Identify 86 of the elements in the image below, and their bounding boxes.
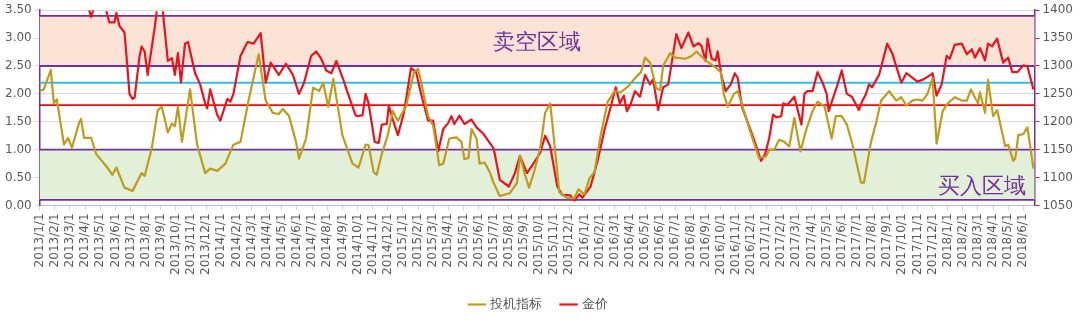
x-tick-label: 2018/3/1 bbox=[970, 213, 985, 268]
x-tick-label: 2015/1/1 bbox=[395, 213, 410, 268]
x-tick-label: 2016/9/1 bbox=[697, 213, 712, 268]
x-tick-label: 2018/6/1 bbox=[1015, 213, 1030, 268]
x-tick-label: 2017/2/1 bbox=[773, 213, 788, 268]
y2-tick-label: 1050 bbox=[1042, 197, 1074, 212]
x-tick-label: 2014/8/1 bbox=[319, 213, 334, 268]
x-tick-label: 2016/4/1 bbox=[622, 213, 637, 268]
x-tick-label: 2015/6/1 bbox=[470, 213, 485, 268]
x-tick-label: 2014/5/1 bbox=[273, 213, 288, 268]
x-tick-label: 2015/11/1 bbox=[546, 213, 561, 275]
x-tick-label: 2016/3/1 bbox=[606, 213, 621, 268]
x-tick-label: 2015/7/1 bbox=[485, 213, 500, 268]
x-tick-label: 2013/4/1 bbox=[77, 213, 92, 268]
y-tick-label: 3.50 bbox=[5, 2, 32, 17]
x-tick-label: 2013/5/1 bbox=[92, 213, 107, 268]
x-tick-label: 2017/7/1 bbox=[849, 213, 864, 268]
x-tick-label: 2017/6/1 bbox=[833, 213, 848, 268]
x-tick-label: 2016/6/1 bbox=[652, 213, 667, 268]
y2-tick-label: 1200 bbox=[1042, 113, 1074, 128]
y2-tick-label: 1400 bbox=[1042, 2, 1074, 17]
x-tick-label: 2013/10/1 bbox=[168, 213, 183, 275]
x-tick-label: 2016/10/1 bbox=[712, 213, 727, 275]
x-tick-label: 2015/9/1 bbox=[516, 213, 531, 268]
x-tick-label: 2015/5/1 bbox=[455, 213, 470, 268]
x-tick-label: 2013/2/1 bbox=[46, 213, 61, 268]
x-tick-label: 2016/5/1 bbox=[637, 213, 652, 268]
y-tick-label: 2.00 bbox=[5, 86, 32, 101]
x-tick-label: 2013/8/1 bbox=[137, 213, 152, 268]
x-tick-label: 2017/10/1 bbox=[894, 213, 909, 275]
x-tick-label: 2017/1/1 bbox=[758, 213, 773, 268]
x-tick-label: 2017/4/1 bbox=[803, 213, 818, 268]
x-tick-label: 2014/2/1 bbox=[228, 213, 243, 268]
y2-tick-label: 1250 bbox=[1042, 86, 1074, 101]
y-tick-label: 1.00 bbox=[5, 141, 32, 156]
x-tick-label: 2015/10/1 bbox=[531, 213, 546, 275]
x-tick-label: 2017/3/1 bbox=[788, 213, 803, 268]
x-tick-label: 2016/7/1 bbox=[667, 213, 682, 268]
x-tick-label: 2013/12/1 bbox=[198, 213, 213, 275]
x-tick-label: 2015/4/1 bbox=[440, 213, 455, 268]
x-tick-label: 2014/11/1 bbox=[364, 213, 379, 275]
x-tick-label: 2017/5/1 bbox=[818, 213, 833, 268]
x-tick-label: 2017/11/1 bbox=[909, 213, 924, 275]
legend-label: 金价 bbox=[581, 295, 608, 311]
y-tick-label: 0.00 bbox=[5, 197, 32, 212]
x-tick-label: 2016/8/1 bbox=[682, 213, 697, 268]
x-tick-label: 2014/6/1 bbox=[289, 213, 304, 268]
x-tick-label: 2014/1/1 bbox=[213, 213, 228, 268]
x-tick-label: 2014/10/1 bbox=[349, 213, 364, 275]
y2-tick-label: 1150 bbox=[1042, 141, 1074, 156]
x-tick-label: 2014/9/1 bbox=[334, 213, 349, 268]
y2-tick-label: 1100 bbox=[1042, 169, 1074, 184]
x-tick-label: 2013/6/1 bbox=[107, 213, 122, 268]
x-tick-label: 2014/12/1 bbox=[379, 213, 394, 275]
x-tick-label: 2014/7/1 bbox=[304, 213, 319, 268]
x-tick-label: 2015/2/1 bbox=[410, 213, 425, 268]
x-tick-label: 2015/8/1 bbox=[500, 213, 515, 268]
x-tick-label: 2013/7/1 bbox=[122, 213, 137, 268]
x-tick-label: 2018/1/1 bbox=[939, 213, 954, 268]
band-label: 卖空区域 bbox=[493, 29, 582, 55]
y2-tick-label: 1300 bbox=[1042, 58, 1074, 73]
y-tick-label: 2.50 bbox=[5, 58, 32, 73]
x-tick-label: 2018/5/1 bbox=[1000, 213, 1015, 268]
x-tick-label: 2016/1/1 bbox=[576, 213, 591, 268]
y-tick-label: 0.50 bbox=[5, 169, 32, 184]
legend-label: 投机指标 bbox=[489, 295, 542, 311]
x-tick-label: 2018/2/1 bbox=[954, 213, 969, 268]
x-tick-label: 2017/9/1 bbox=[879, 213, 894, 268]
x-tick-label: 2015/3/1 bbox=[425, 213, 440, 268]
band-label: 买入区域 bbox=[938, 172, 1027, 198]
x-tick-label: 2017/8/1 bbox=[864, 213, 879, 268]
x-tick-label: 2014/4/1 bbox=[258, 213, 273, 268]
x-tick-label: 2016/2/1 bbox=[591, 213, 606, 268]
y-tick-label: 3.00 bbox=[5, 30, 32, 45]
x-tick-label: 2018/4/1 bbox=[985, 213, 1000, 268]
x-tick-label: 2016/11/1 bbox=[727, 213, 742, 275]
y-tick-label: 1.50 bbox=[5, 113, 32, 128]
x-tick-label: 2013/3/1 bbox=[62, 213, 77, 268]
x-tick-label: 2013/11/1 bbox=[183, 213, 198, 275]
x-tick-label: 2014/3/1 bbox=[243, 213, 258, 268]
x-tick-label: 2016/12/1 bbox=[743, 213, 758, 275]
x-tick-label: 2017/12/1 bbox=[924, 213, 939, 275]
x-tick-label: 2013/9/1 bbox=[152, 213, 167, 268]
x-tick-label: 2015/12/1 bbox=[561, 213, 576, 275]
y2-tick-label: 1350 bbox=[1042, 30, 1074, 45]
x-tick-label: 2013/1/1 bbox=[31, 213, 46, 268]
